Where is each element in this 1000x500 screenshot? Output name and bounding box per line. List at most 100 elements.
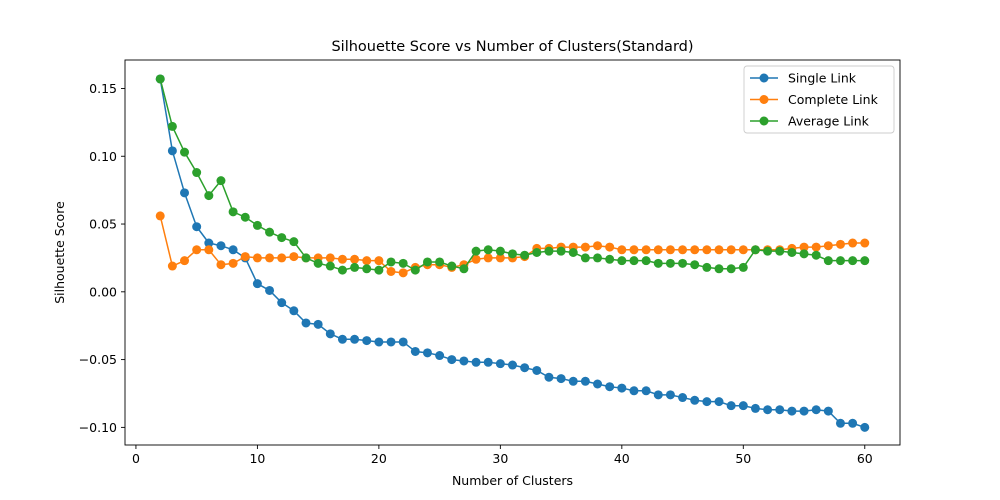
- x-tick-label: 10: [249, 451, 265, 466]
- data-point: [240, 212, 250, 222]
- data-point: [580, 376, 590, 386]
- data-point: [374, 337, 384, 347]
- data-point: [398, 258, 408, 268]
- data-point: [508, 249, 517, 259]
- data-point: [325, 329, 335, 339]
- data-point: [325, 261, 335, 271]
- data-point: [204, 238, 214, 248]
- data-point: [690, 395, 700, 405]
- x-axis-ticks: 0 10 20 30 40 50 60: [132, 445, 873, 466]
- data-point: [374, 265, 384, 275]
- data-point: [495, 246, 505, 256]
- data-point: [265, 227, 275, 237]
- y-axis-label: Silhouette Score: [52, 201, 67, 304]
- data-point: [180, 188, 190, 198]
- data-point: [289, 306, 299, 316]
- data-point: [605, 382, 615, 392]
- data-point: [617, 245, 627, 255]
- data-point: [787, 406, 797, 416]
- chart-title: Silhouette Score vs Number of Clusters(S…: [331, 39, 693, 55]
- data-point: [289, 252, 299, 262]
- data-point: [483, 357, 493, 367]
- data-point: [459, 356, 469, 366]
- legend-item: Single Link: [750, 71, 857, 86]
- data-point: [702, 262, 712, 272]
- data-point: [374, 256, 384, 266]
- data-point: [690, 245, 700, 255]
- data-point: [860, 422, 870, 432]
- data-point: [605, 254, 615, 264]
- data-point: [617, 383, 627, 393]
- data-point: [714, 245, 724, 255]
- data-point: [738, 245, 748, 255]
- data-point: [228, 258, 238, 268]
- plot-frame: [124, 59, 901, 446]
- series-average-link: [155, 74, 870, 275]
- data-point: [653, 390, 663, 400]
- data-point: [629, 245, 639, 255]
- data-point: [726, 245, 736, 255]
- data-point: [204, 191, 214, 201]
- data-point: [447, 261, 457, 271]
- data-point: [325, 253, 335, 263]
- data-point: [678, 393, 688, 403]
- data-point: [265, 253, 275, 263]
- data-point: [422, 257, 432, 267]
- data-point: [167, 121, 177, 131]
- data-point: [362, 256, 372, 266]
- data-point: [240, 252, 250, 262]
- x-tick-label: 20: [371, 451, 387, 466]
- y-tick-label: −0.10: [79, 420, 117, 435]
- data-point: [277, 298, 287, 308]
- x-axis-label: Number of Clusters: [452, 473, 573, 488]
- data-point: [495, 359, 505, 369]
- data-point: [532, 365, 542, 375]
- data-point: [653, 245, 663, 255]
- data-point: [835, 239, 845, 249]
- data-point: [848, 418, 858, 428]
- data-point: [726, 264, 736, 274]
- legend-item: Average Link: [750, 114, 870, 129]
- y-axis-ticks: −0.10 −0.05 0.00 0.05 0.10 0.15: [79, 81, 125, 435]
- data-point: [192, 222, 202, 232]
- data-point: [714, 264, 724, 274]
- data-point: [811, 250, 821, 260]
- y-tick-label: 0.05: [89, 217, 117, 232]
- legend-frame: [743, 65, 895, 134]
- data-point: [848, 238, 858, 248]
- data-point: [641, 386, 651, 396]
- data-point: [289, 237, 299, 247]
- data-point: [593, 253, 603, 263]
- data-point: [362, 264, 372, 274]
- data-point: [398, 268, 408, 278]
- data-point: [665, 245, 675, 255]
- data-point: [471, 357, 481, 367]
- data-point: [216, 176, 226, 186]
- data-point: [386, 257, 396, 267]
- data-point: [520, 363, 530, 373]
- series-group: [155, 74, 870, 432]
- y-tick-label: 0.10: [89, 149, 117, 164]
- data-point: [180, 256, 190, 266]
- data-point: [520, 250, 530, 260]
- data-point: [422, 348, 432, 358]
- data-point: [155, 74, 165, 84]
- data-point: [337, 254, 347, 264]
- legend-marker: [759, 116, 769, 126]
- data-point: [860, 238, 870, 248]
- legend-item: Complete Link: [750, 92, 879, 107]
- data-point: [155, 211, 165, 221]
- data-point: [726, 401, 736, 411]
- data-point: [483, 245, 493, 255]
- data-point: [750, 245, 760, 255]
- data-point: [763, 246, 773, 256]
- x-tick-label: 50: [735, 451, 751, 466]
- data-point: [337, 265, 347, 275]
- data-point: [216, 241, 226, 251]
- data-point: [350, 334, 360, 344]
- data-point: [447, 355, 457, 365]
- data-point: [410, 346, 420, 356]
- data-point: [568, 376, 578, 386]
- data-point: [386, 266, 396, 276]
